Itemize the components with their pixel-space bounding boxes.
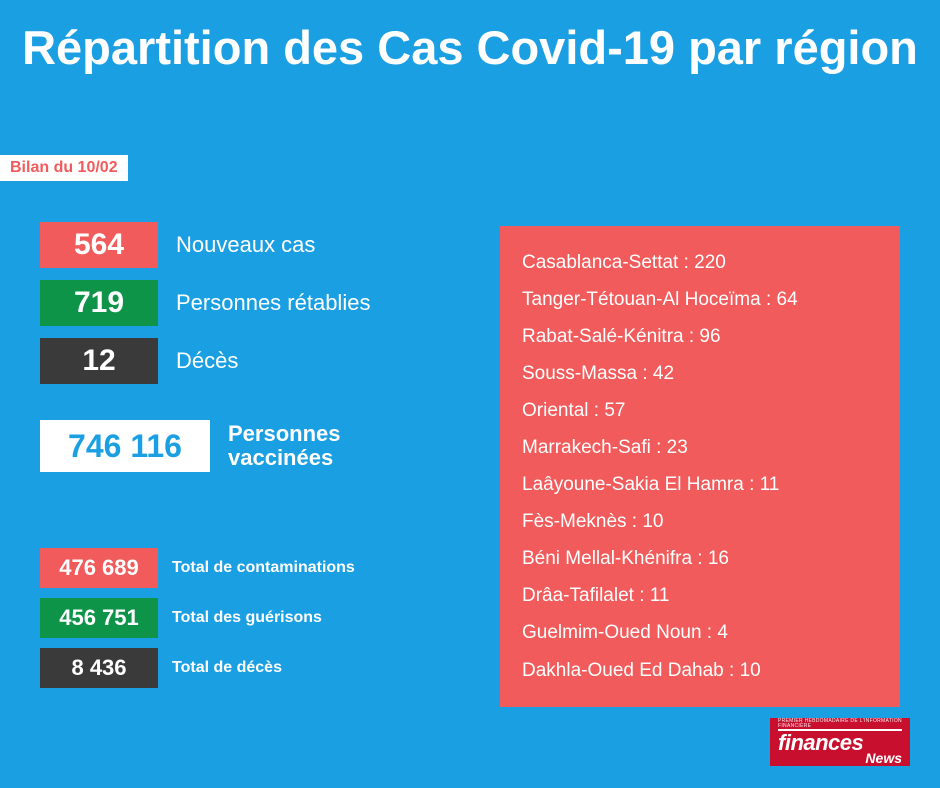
region-item: Drâa-Tafilalet : 11 — [522, 577, 878, 614]
region-item: Souss-Massa : 42 — [522, 355, 878, 392]
total-label: Total de contaminations — [172, 559, 355, 577]
main-title: Répartition des Cas Covid-19 par région — [0, 22, 940, 74]
stat-value: 719 — [40, 280, 158, 326]
stat-recovered: 719 Personnes rétablies — [40, 280, 370, 326]
region-item: Laâyoune-Sakia El Hamra : 11 — [522, 466, 878, 503]
total-label: Total de décès — [172, 659, 282, 677]
region-item: Oriental : 57 — [522, 392, 878, 429]
total-contaminations: 476 689 Total de contaminations — [40, 548, 355, 588]
region-item: Béni Mellal-Khénifra : 16 — [522, 540, 878, 577]
stat-label: Personnes rétablies — [176, 290, 370, 316]
date-tag: Bilan du 10/02 — [0, 155, 128, 181]
stat-value: 564 — [40, 222, 158, 268]
stat-label: Nouveaux cas — [176, 232, 315, 258]
total-value: 8 436 — [40, 648, 158, 688]
logo-line2: News — [778, 751, 902, 765]
stat-deaths: 12 Décès — [40, 338, 238, 384]
stat-vaccinated: 746 116 Personnesvaccinées — [40, 420, 341, 472]
region-item: Dakhla-Oued Ed Dahab : 10 — [522, 652, 878, 689]
vaccinated-label: Personnesvaccinées — [228, 422, 341, 470]
stat-label: Décès — [176, 348, 238, 374]
region-item: Guelmim-Oued Noun : 4 — [522, 614, 878, 651]
region-item: Marrakech-Safi : 23 — [522, 429, 878, 466]
total-recoveries: 456 751 Total des guérisons — [40, 598, 322, 638]
region-item: Fès-Meknès : 10 — [522, 503, 878, 540]
vaccinated-value: 746 116 — [40, 420, 210, 472]
region-item: Casablanca-Settat : 220 — [522, 244, 878, 281]
total-label: Total des guérisons — [172, 609, 322, 627]
finances-news-logo: PREMIER HEBDOMADAIRE DE L'INFORMATION FI… — [770, 718, 910, 766]
region-item: Tanger-Tétouan-Al Hoceïma : 64 — [522, 281, 878, 318]
stat-value: 12 — [40, 338, 158, 384]
stat-new-cases: 564 Nouveaux cas — [40, 222, 315, 268]
total-value: 456 751 — [40, 598, 158, 638]
total-deaths: 8 436 Total de décès — [40, 648, 282, 688]
logo-tagline: PREMIER HEBDOMADAIRE DE L'INFORMATION FI… — [778, 719, 902, 729]
infographic-canvas: Répartition des Cas Covid-19 par région … — [0, 0, 940, 788]
region-item: Rabat-Salé-Kénitra : 96 — [522, 318, 878, 355]
total-value: 476 689 — [40, 548, 158, 588]
region-list-box: Casablanca-Settat : 220Tanger-Tétouan-Al… — [500, 226, 900, 707]
